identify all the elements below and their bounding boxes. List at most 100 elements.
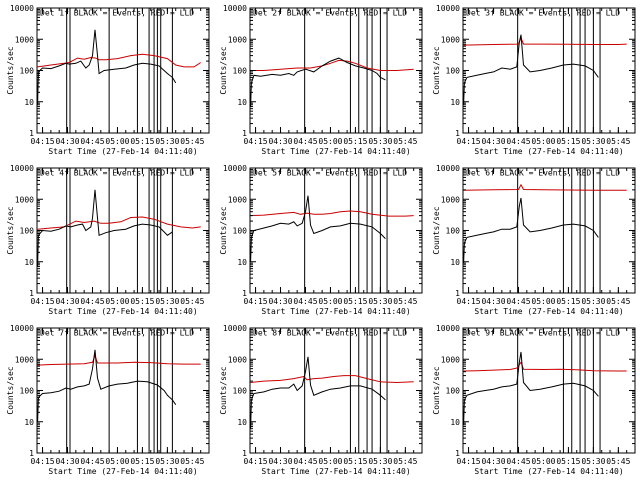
- x-tick-label: 05:45: [606, 457, 630, 466]
- x-tick-label: 05:30: [581, 457, 605, 466]
- lld-series-line: [37, 53, 201, 68]
- y-tick-label: 1: [242, 129, 247, 138]
- y-tick-label: 1000: [228, 195, 247, 204]
- y-tick-label: 10000: [436, 4, 460, 13]
- x-axis-label: Start Time (27-Feb-14 04:11:40): [48, 147, 197, 156]
- y-tick-label: 1: [455, 449, 460, 458]
- y-tick-label: 1000: [441, 355, 460, 364]
- y-tick-label: 1000: [15, 195, 34, 204]
- y-tick-label: 10: [450, 418, 460, 427]
- x-tick-label: 04:15: [457, 137, 481, 146]
- x-tick-label: 05:00: [105, 297, 129, 306]
- events-series-line: [463, 197, 599, 264]
- y-tick-label: 1000: [228, 355, 247, 364]
- x-tick-label: 05:45: [180, 457, 204, 466]
- x-tick-label: 04:15: [244, 457, 268, 466]
- y-axis-label: Counts/sec: [219, 46, 228, 94]
- events-series-line: [37, 189, 173, 267]
- y-tick-label: 10: [24, 418, 34, 427]
- x-axis-label: Start Time (27-Feb-14 04:11:40): [474, 147, 623, 156]
- y-tick-label: 10000: [436, 324, 460, 333]
- x-tick-label: 05:15: [343, 457, 367, 466]
- events-series-line: [463, 351, 599, 425]
- y-tick-label: 10000: [10, 164, 34, 173]
- plot-frame: [249, 327, 423, 454]
- x-tick-label: 05:00: [531, 137, 555, 146]
- x-tick-label: 05:00: [105, 137, 129, 146]
- y-tick-label: 100: [20, 227, 35, 236]
- x-tick-label: 04:30: [55, 457, 79, 466]
- y-tick-label: 100: [446, 67, 461, 76]
- y-axis-label: Counts/sec: [6, 366, 15, 414]
- x-tick-label: 05:45: [180, 297, 204, 306]
- x-tick-label: 04:45: [80, 297, 104, 306]
- x-tick-label: 04:45: [506, 297, 530, 306]
- x-tick-label: 05:30: [368, 457, 392, 466]
- y-tick-label: 1: [29, 289, 34, 298]
- x-tick-label: 05:30: [155, 297, 179, 306]
- x-axis-label: Start Time (27-Feb-14 04:11:40): [261, 307, 410, 316]
- y-axis-label: Counts/sec: [219, 366, 228, 414]
- chart-panel: Det 1f BLACK = Events, RED = LLD11010010…: [6, 4, 210, 156]
- chart-panel: Det 5f BLACK = Events, RED = LLD11010010…: [219, 164, 423, 316]
- x-tick-label: 05:15: [130, 457, 154, 466]
- plot-frame: [462, 167, 636, 294]
- y-tick-label: 10000: [10, 4, 34, 13]
- x-tick-label: 04:15: [244, 137, 268, 146]
- lld-series-line: [463, 36, 627, 46]
- x-tick-label: 04:30: [268, 297, 292, 306]
- chart-panel: Det 7f BLACK = Events, RED = LLD11010010…: [6, 324, 210, 476]
- y-tick-label: 10: [450, 98, 460, 107]
- x-tick-label: 05:00: [318, 457, 342, 466]
- x-axis-label: Start Time (27-Feb-14 04:11:40): [48, 467, 197, 476]
- x-tick-label: 04:30: [55, 297, 79, 306]
- lld-series-line: [250, 375, 414, 384]
- x-tick-label: 05:30: [368, 137, 392, 146]
- y-axis-label: Counts/sec: [432, 206, 441, 254]
- y-tick-label: 1: [29, 449, 34, 458]
- y-tick-label: 1: [455, 289, 460, 298]
- y-tick-label: 10000: [10, 324, 34, 333]
- y-tick-label: 100: [20, 387, 35, 396]
- plot-frame: [462, 327, 636, 454]
- chart-panel: Det 2f BLACK = Events, RED = LLD11010010…: [219, 4, 423, 156]
- x-tick-label: 04:45: [506, 137, 530, 146]
- x-tick-label: 05:30: [581, 137, 605, 146]
- y-tick-label: 10000: [436, 164, 460, 173]
- x-tick-label: 04:30: [268, 457, 292, 466]
- x-tick-label: 04:15: [31, 297, 55, 306]
- y-tick-label: 100: [446, 227, 461, 236]
- x-tick-label: 05:30: [581, 297, 605, 306]
- x-tick-label: 04:15: [244, 297, 268, 306]
- events-series-line: [463, 34, 599, 105]
- x-tick-label: 05:45: [606, 297, 630, 306]
- x-tick-label: 05:30: [155, 457, 179, 466]
- x-tick-label: 04:15: [457, 297, 481, 306]
- y-axis-label: Counts/sec: [6, 46, 15, 94]
- y-tick-label: 10: [237, 258, 247, 267]
- lld-series-line: [463, 361, 627, 372]
- events-series-line: [250, 195, 386, 262]
- lld-series-line: [37, 354, 201, 366]
- y-tick-label: 1000: [15, 355, 34, 364]
- y-tick-label: 100: [233, 387, 248, 396]
- x-tick-label: 05:45: [393, 457, 417, 466]
- y-tick-label: 1: [242, 289, 247, 298]
- x-tick-label: 04:15: [31, 457, 55, 466]
- y-tick-label: 10: [237, 418, 247, 427]
- y-tick-label: 10: [237, 98, 247, 107]
- x-axis-label: Start Time (27-Feb-14 04:11:40): [48, 307, 197, 316]
- x-tick-label: 05:45: [606, 137, 630, 146]
- x-tick-label: 04:45: [293, 297, 317, 306]
- x-tick-label: 04:45: [80, 137, 104, 146]
- x-tick-label: 04:30: [268, 137, 292, 146]
- y-tick-label: 10: [24, 98, 34, 107]
- x-axis-label: Start Time (27-Feb-14 04:11:40): [474, 467, 623, 476]
- y-tick-label: 1000: [441, 195, 460, 204]
- y-axis-label: Counts/sec: [432, 46, 441, 94]
- y-tick-label: 1000: [441, 35, 460, 44]
- x-tick-label: 05:00: [318, 297, 342, 306]
- lld-series-line: [250, 210, 414, 217]
- chart-panel: Det 4f BLACK = Events, RED = LLD11010010…: [6, 164, 210, 316]
